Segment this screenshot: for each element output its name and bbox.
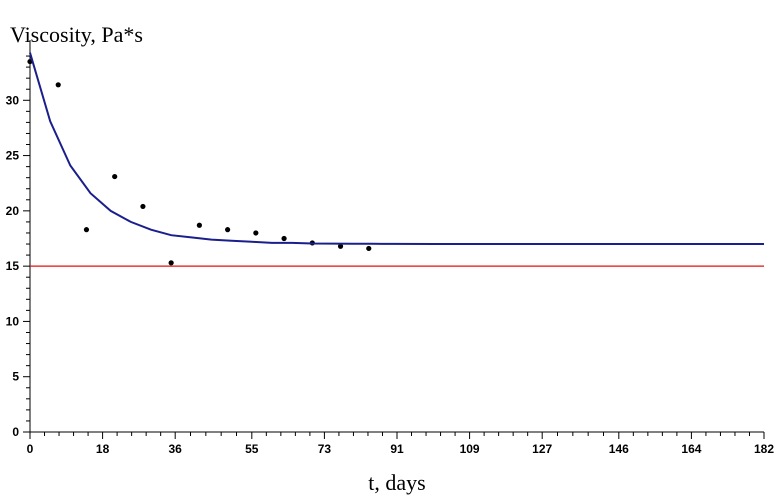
x-tick-label: 91 (390, 442, 404, 456)
y-axis-title: Viscosity, Pa*s (10, 22, 143, 47)
data-point (366, 245, 372, 252)
x-tick-label: 73 (318, 442, 332, 456)
data-point (253, 230, 259, 236)
y-tick-label: 25 (6, 149, 20, 163)
data-point (281, 235, 287, 242)
x-tick-label: 36 (169, 442, 183, 456)
data-point (140, 203, 146, 210)
x-tick-label: 0 (27, 442, 34, 456)
y-tick-label: 10 (6, 314, 20, 328)
data-point (55, 82, 61, 88)
series-layer (27, 52, 764, 267)
x-axis-title: t, days (368, 470, 425, 495)
fit-curve-line (29, 52, 764, 245)
data-point (225, 227, 231, 233)
y-tick-label: 20 (6, 204, 20, 218)
data-point (112, 173, 118, 180)
y-tick-label: 15 (6, 259, 20, 273)
x-tick-label: 55 (245, 442, 259, 456)
y-tick-label: 5 (12, 370, 19, 384)
y-tick-label: 0 (12, 425, 19, 439)
data-point (83, 227, 90, 233)
data-point (168, 260, 174, 266)
x-tick-label: 127 (532, 442, 552, 456)
axes: 0 18 36 55 73 91 109 127 146 164 182 0 5 10 15 20 25 30 (6, 40, 774, 456)
x-tick-label: 146 (609, 442, 629, 456)
y-tick-label: 30 (6, 93, 20, 107)
data-point (337, 243, 344, 249)
x-tick-label: 182 (754, 442, 774, 456)
x-tick-label: 109 (460, 442, 480, 456)
x-tick-label: 18 (96, 442, 110, 456)
x-tick-label: 164 (681, 442, 701, 456)
data-point (196, 222, 202, 228)
